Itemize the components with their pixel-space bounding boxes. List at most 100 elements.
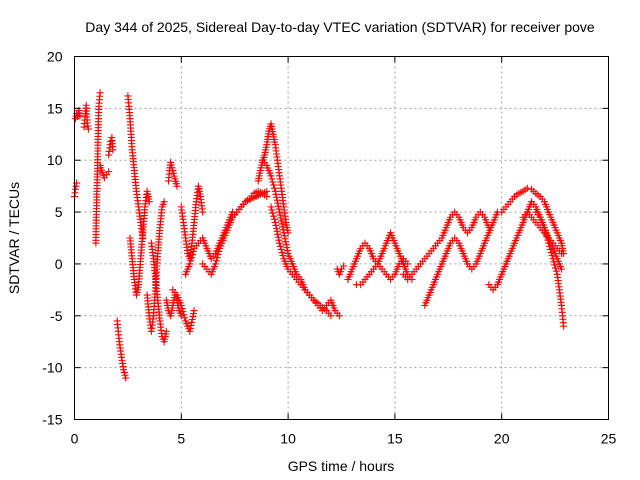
data-point [189,313,197,321]
data-point [552,267,560,275]
data-point [277,245,285,253]
data-point [271,218,279,226]
data-marks [71,89,568,382]
data-point [558,265,566,273]
data-point [268,175,276,183]
data-point [187,257,195,265]
data-point [282,238,290,246]
data-point [277,217,285,225]
data-point [276,211,284,219]
data-point [179,308,187,316]
data-point [552,264,560,272]
data-point [547,249,555,257]
data-point [548,252,556,260]
data-point [279,252,287,260]
data-point [189,247,197,255]
data-point [190,307,198,315]
data-point [270,181,278,189]
data-point [186,260,194,268]
data-point [558,250,566,258]
data-point [274,230,282,238]
data-point [181,314,189,322]
data-point [160,198,168,206]
data-point [84,125,92,133]
data-point [273,196,281,204]
data-point [269,209,277,217]
y-tick-label: 0 [55,256,63,272]
y-tick-label: -10 [42,360,62,376]
data-point [211,260,219,268]
grid-lines [74,56,609,420]
axis-ticks: 0 5 10 15 20 25 -15 -10 -5 0 5 10 15 20 [42,49,616,447]
data-point [274,199,282,207]
y-axis-title: SDTVAR / TECUs [6,182,22,294]
data-point [186,324,194,332]
data-point [190,310,198,318]
data-point [551,261,559,269]
data-point [214,251,222,259]
data-point [186,327,194,335]
data-point [180,311,188,319]
data-point [178,305,186,313]
chart-title: Day 344 of 2025, Sidereal Day-to-day VTE… [85,19,595,35]
x-tick-label: 15 [387,431,403,447]
data-point [215,247,223,255]
data-point [270,212,278,220]
data-point [188,318,196,326]
data-point [145,198,153,206]
y-tick-label: 20 [47,49,63,65]
data-point [173,182,181,190]
data-point [274,233,282,241]
x-tick-label: 25 [601,431,617,447]
data-point [272,221,280,229]
data-point [279,226,287,234]
y-tick-label: -5 [50,308,63,324]
y-tick-label: -15 [42,412,62,428]
data-point [188,315,196,323]
x-tick-label: 5 [177,431,185,447]
data-point [109,146,117,154]
data-point [122,374,130,382]
y-tick-label: 15 [47,100,63,116]
data-point [560,322,568,330]
y-tick-label: 10 [47,152,63,168]
data-point [335,312,343,320]
data-point [275,205,283,213]
data-point [523,184,531,192]
data-point [549,255,557,263]
data-point [327,312,335,320]
data-point [278,249,286,257]
data-point [281,235,289,243]
data-point [177,301,185,309]
x-axis-title: GPS time / hours [288,458,395,474]
data-point [188,254,196,262]
data-point [280,229,288,237]
data-point [550,258,558,266]
plot-frame [74,56,609,420]
x-tick-label: 0 [71,431,79,447]
data-point [76,112,84,120]
data-point [274,202,282,210]
data-point [162,327,170,335]
data-point [105,168,113,176]
data-point [546,245,554,253]
data-point [278,220,286,228]
data-point [267,172,275,180]
data-point [268,206,276,214]
data-point [282,241,290,249]
data-point [276,242,284,250]
x-tick-label: 20 [494,431,510,447]
data-point [213,254,221,262]
data-point [276,208,284,216]
data-point [277,214,285,222]
data-point [269,178,277,186]
data-point [199,208,207,216]
data-point [267,203,275,211]
data-point [273,224,281,232]
x-tick-label: 10 [280,431,296,447]
data-point [283,247,291,255]
data-point [279,223,287,231]
data-point [187,321,195,329]
data-point [96,89,104,97]
